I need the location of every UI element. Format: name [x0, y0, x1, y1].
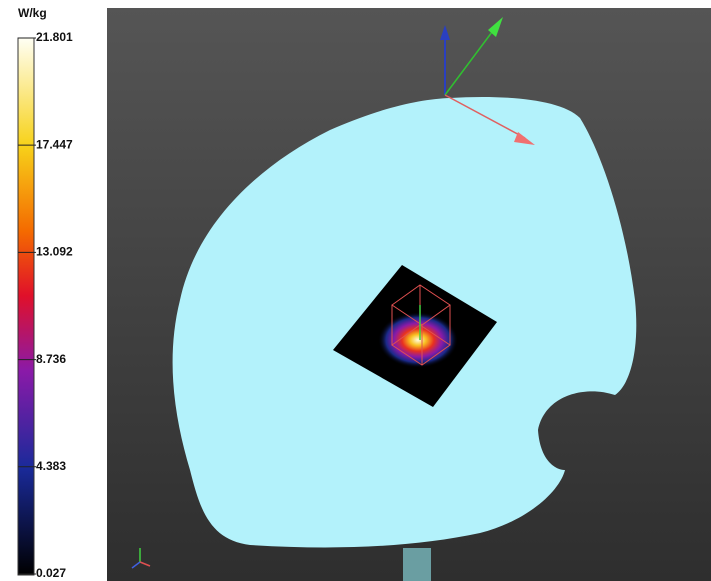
- colorbar-tick-label: 17.447: [36, 137, 73, 151]
- colorbar: [17, 37, 35, 576]
- colorbar-tick-label: 4.383: [36, 459, 66, 473]
- axes-gizmo: [440, 17, 535, 145]
- colorbar-unit: W/kg: [18, 6, 47, 20]
- colorbar-tick-label: 13.092: [36, 245, 73, 259]
- support-stick: [403, 548, 431, 581]
- colorbar-tick-label: 0.027: [36, 566, 66, 580]
- colorbar-tick-label: 21.801: [36, 30, 73, 44]
- mini-axes: [131, 548, 151, 569]
- colorbar-tick-label: 8.736: [36, 352, 66, 366]
- sar-hotspot: [378, 312, 458, 368]
